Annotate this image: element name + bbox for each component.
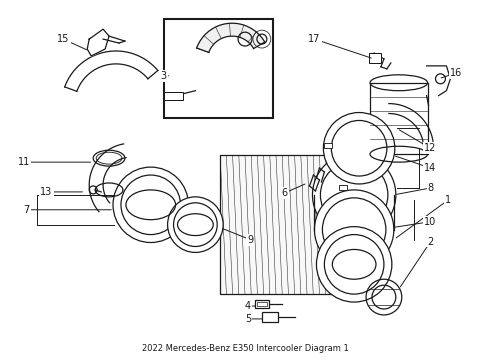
Text: 12: 12: [424, 143, 437, 153]
Circle shape: [331, 121, 387, 176]
Text: 7: 7: [24, 205, 30, 215]
Text: 9: 9: [247, 234, 253, 244]
Bar: [164, 19, 273, 118]
Bar: [255, 300, 269, 308]
Bar: [257, 302, 267, 306]
Circle shape: [324, 235, 384, 294]
Circle shape: [320, 161, 388, 229]
Text: 4: 4: [245, 301, 251, 311]
Text: 17: 17: [308, 34, 320, 44]
Polygon shape: [89, 144, 126, 212]
Text: 5: 5: [245, 314, 251, 324]
Circle shape: [323, 113, 395, 184]
Polygon shape: [389, 104, 434, 148]
Bar: [370, 83, 428, 154]
Text: 11: 11: [18, 157, 30, 167]
Text: 2022 Mercedes-Benz E350 Intercooler Diagram 1: 2022 Mercedes-Benz E350 Intercooler Diag…: [142, 344, 348, 353]
Bar: [324, 143, 332, 148]
Text: 15: 15: [57, 34, 70, 44]
Polygon shape: [65, 51, 158, 91]
Text: 2: 2: [427, 237, 434, 247]
Text: 6: 6: [282, 188, 288, 198]
Bar: [262, 312, 278, 322]
Circle shape: [315, 190, 394, 269]
Circle shape: [317, 227, 392, 302]
Text: 8: 8: [427, 183, 434, 193]
Text: 3: 3: [161, 71, 167, 81]
Bar: [220, 155, 344, 294]
Text: 13: 13: [40, 187, 52, 197]
Circle shape: [322, 198, 386, 261]
Circle shape: [313, 153, 396, 237]
Polygon shape: [196, 23, 265, 53]
Text: 1: 1: [445, 195, 451, 205]
Polygon shape: [87, 29, 109, 56]
Text: 14: 14: [424, 163, 437, 173]
Circle shape: [173, 203, 217, 247]
Circle shape: [121, 175, 180, 235]
Bar: [339, 185, 347, 190]
Text: 10: 10: [424, 217, 437, 227]
Circle shape: [168, 197, 223, 252]
Bar: [164, 92, 183, 100]
Circle shape: [113, 167, 189, 243]
Text: 16: 16: [450, 68, 463, 78]
Bar: [369, 53, 381, 63]
